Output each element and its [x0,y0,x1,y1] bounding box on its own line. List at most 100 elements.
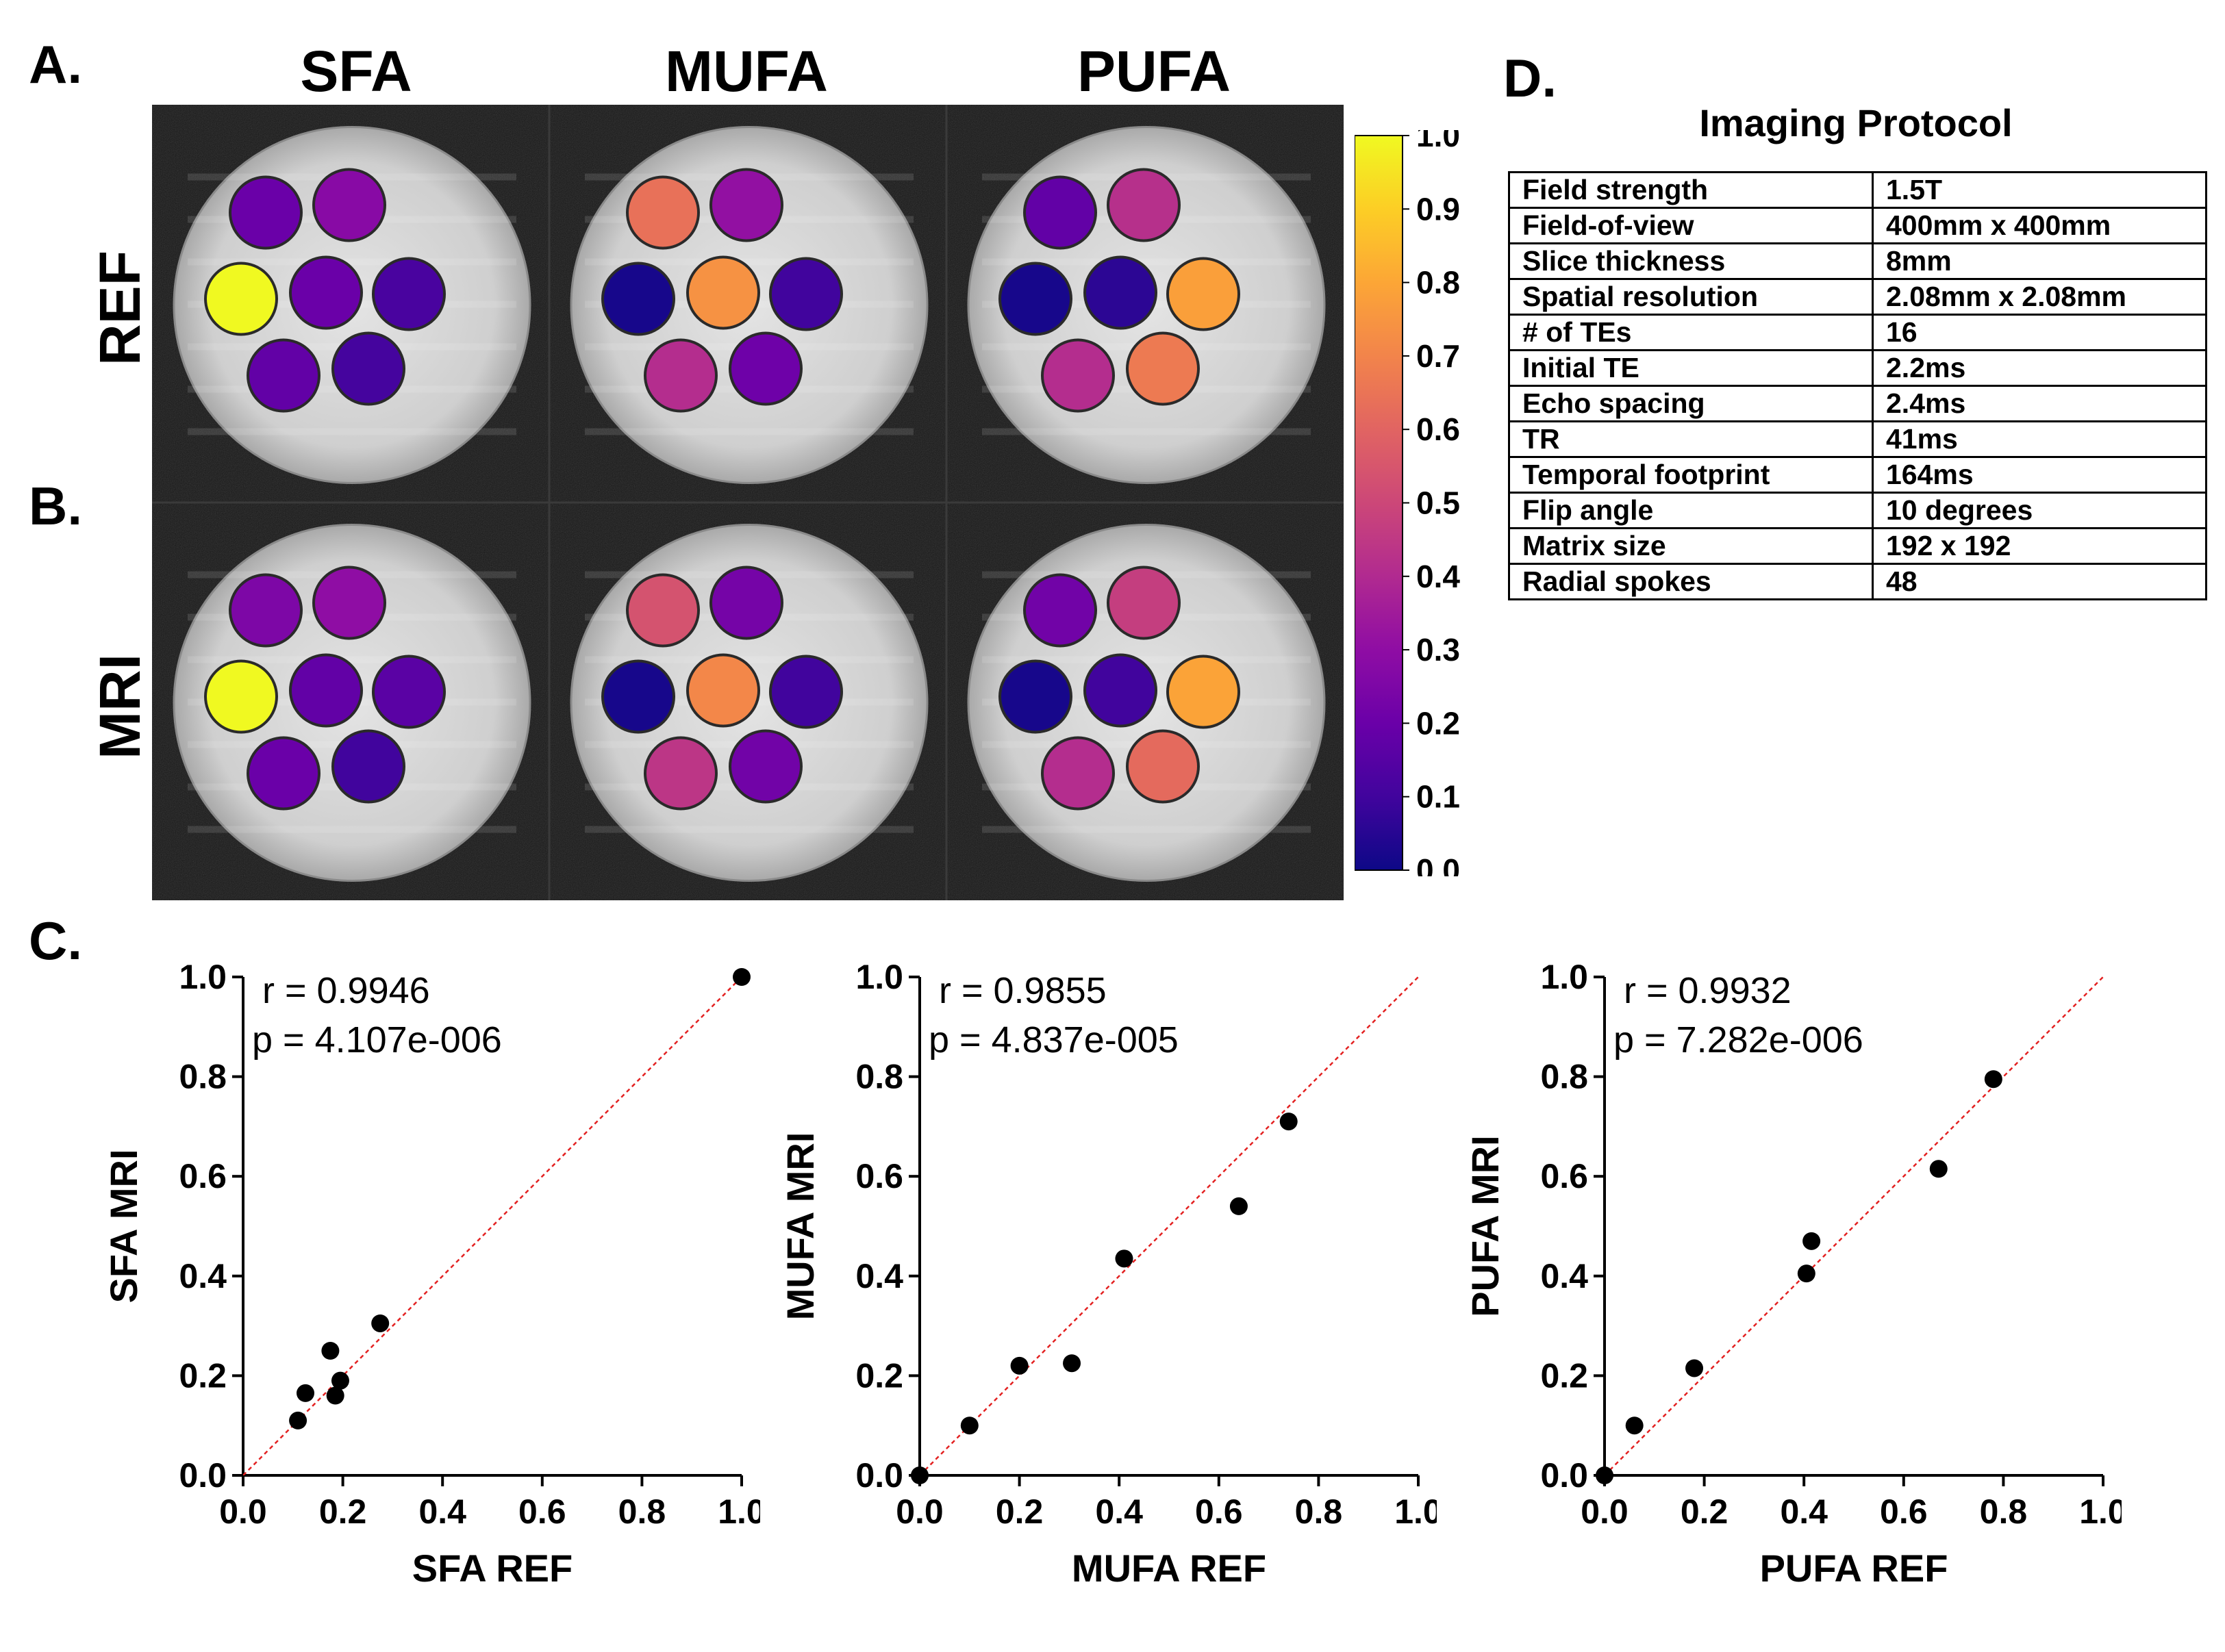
x-axis-label: MUFA REF [1072,1547,1266,1590]
y-tick-label: 0.0 [1540,1456,1588,1495]
x-tick-label: 0.6 [1195,1492,1243,1531]
y-tick-label: 0.2 [1540,1356,1588,1395]
row-title-mri: MRI [88,654,152,759]
y-tick-label: 0.4 [855,1257,903,1295]
x-tick-label: 0.4 [418,1492,466,1531]
data-point [1929,1160,1948,1178]
table-row: Spatial resolution 2.08mm x 2.08mm [1508,278,2207,316]
data-point [371,1314,390,1332]
phantom-vial [1023,573,1097,648]
y-axis-label: MUFA MRI [779,1132,822,1321]
phantom-vial [626,573,700,648]
phantom-vial [247,338,320,413]
phantom-texture [982,428,1311,435]
phantom-vial [372,655,446,729]
phantom-vial [601,659,675,734]
colorbar-tick-label: 0.1 [1416,779,1460,815]
phantom-vial [1041,338,1115,413]
parameter-name: Temporal footprint [1508,456,1874,494]
x-axis-label: SFA REF [412,1547,573,1590]
x-tick-label: 0.8 [1980,1492,2028,1531]
phantom-vial [289,653,363,728]
data-point [1010,1356,1029,1375]
parameter-value: 164ms [1872,456,2207,494]
phantom-texture [585,656,914,663]
phantom-vial [769,257,843,331]
phantom-vial [289,255,363,330]
x-tick-label: 1.0 [718,1492,760,1531]
data-point [1063,1354,1081,1373]
parameter-value: 48 [1872,563,2207,600]
phantom-vial [729,331,803,406]
phantom-texture [188,258,516,266]
table-row: Echo spacing 2.4ms [1508,385,2207,422]
y-tick-label: 0.4 [179,1257,227,1295]
phantom-vial [312,168,386,242]
data-point [326,1386,344,1405]
colorbar-tick-label: 0.5 [1416,485,1460,521]
data-point [733,968,751,986]
parameter-name: Spatial resolution [1508,278,1874,316]
colorbar-tick-label: 0.3 [1416,632,1460,668]
phantom-vial [247,736,320,811]
parameter-name: Radial spokes [1508,563,1874,600]
data-point [1797,1265,1815,1283]
table-title: Imaging Protocol [1699,101,2013,144]
phantom-vial [1107,566,1181,640]
p-value-label: p = 4.837e-005 [929,1019,1179,1060]
colorbar-gradient [1355,135,1403,871]
parameter-value: 41ms [1872,420,2207,458]
phantom-vial [1126,729,1200,804]
phantom-vial [204,262,278,336]
x-tick-label: 0.2 [1681,1492,1729,1531]
panel-label-c: C. [29,911,82,971]
p-value-label: p = 4.107e-006 [252,1019,502,1060]
phantom-vial [709,566,783,640]
correlation-r-label: r = 0.9946 [262,970,430,1011]
phantom-texture [188,428,516,435]
parameter-name: Echo spacing [1508,385,1874,422]
colorbar: 1.0 0.9 0.8 0.7 0.6 0.5 0.4 0.3 0.2 0.1 0.0 [1355,130,1460,876]
phantom-vial [729,729,803,804]
x-tick-label: 0.2 [996,1492,1044,1531]
parameter-name: # of TEs [1508,314,1874,351]
phantom-vial [1083,653,1157,728]
colorbar-tick-label: 0.8 [1416,265,1460,301]
phantom-vial [229,175,303,250]
data-point [321,1342,340,1360]
phantom-vial [312,566,386,640]
parameter-value: 192 x 192 [1872,527,2207,565]
y-tick-label: 1.0 [179,958,227,996]
phantom-vial [709,168,783,242]
phantom-vial [601,262,675,336]
x-tick-label: 0.2 [319,1492,367,1531]
table-row: # of TEs 16 [1508,314,2207,351]
y-tick-label: 0.8 [1540,1058,1588,1096]
parameter-name: Field-of-view [1508,207,1874,244]
phantom-texture [188,826,516,833]
colorbar-tick-label: 0.2 [1416,705,1460,741]
phantom-texture [982,258,1311,266]
parameter-value: 1.5T [1872,171,2207,209]
phantom-vial [229,573,303,648]
correlation-r-label: r = 0.9932 [1624,970,1792,1011]
parameter-value: 2.4ms [1872,385,2207,422]
table-row: Initial TE 2.2ms [1508,349,2207,387]
panel-label-a: A. [29,34,82,94]
panel-label-b: B. [29,476,82,536]
phantom-texture [982,826,1311,833]
panel-label-d: D. [1503,48,1557,108]
y-tick-label: 0.8 [179,1058,227,1096]
correlation-r-label: r = 0.9855 [939,970,1107,1011]
x-tick-label: 0.0 [896,1492,944,1531]
parameter-value: 8mm [1872,242,2207,280]
y-tick-label: 0.0 [179,1456,227,1495]
parameter-value: 2.08mm x 2.08mm [1872,278,2207,316]
table-row: Slice thickness 8mm [1508,242,2207,280]
scatter-plot-sfa: 0.0 0.2 0.4 0.6 0.8 1.0 0.0 0.2 0.4 0.6 0.8 1.0 SFA … [103,958,760,1590]
parameter-value: 16 [1872,314,2207,351]
x-tick-label: 0.0 [1581,1492,1629,1531]
y-tick-label: 0.0 [855,1456,903,1495]
phantom-vial [1083,255,1157,330]
phantom-vial [644,736,718,811]
